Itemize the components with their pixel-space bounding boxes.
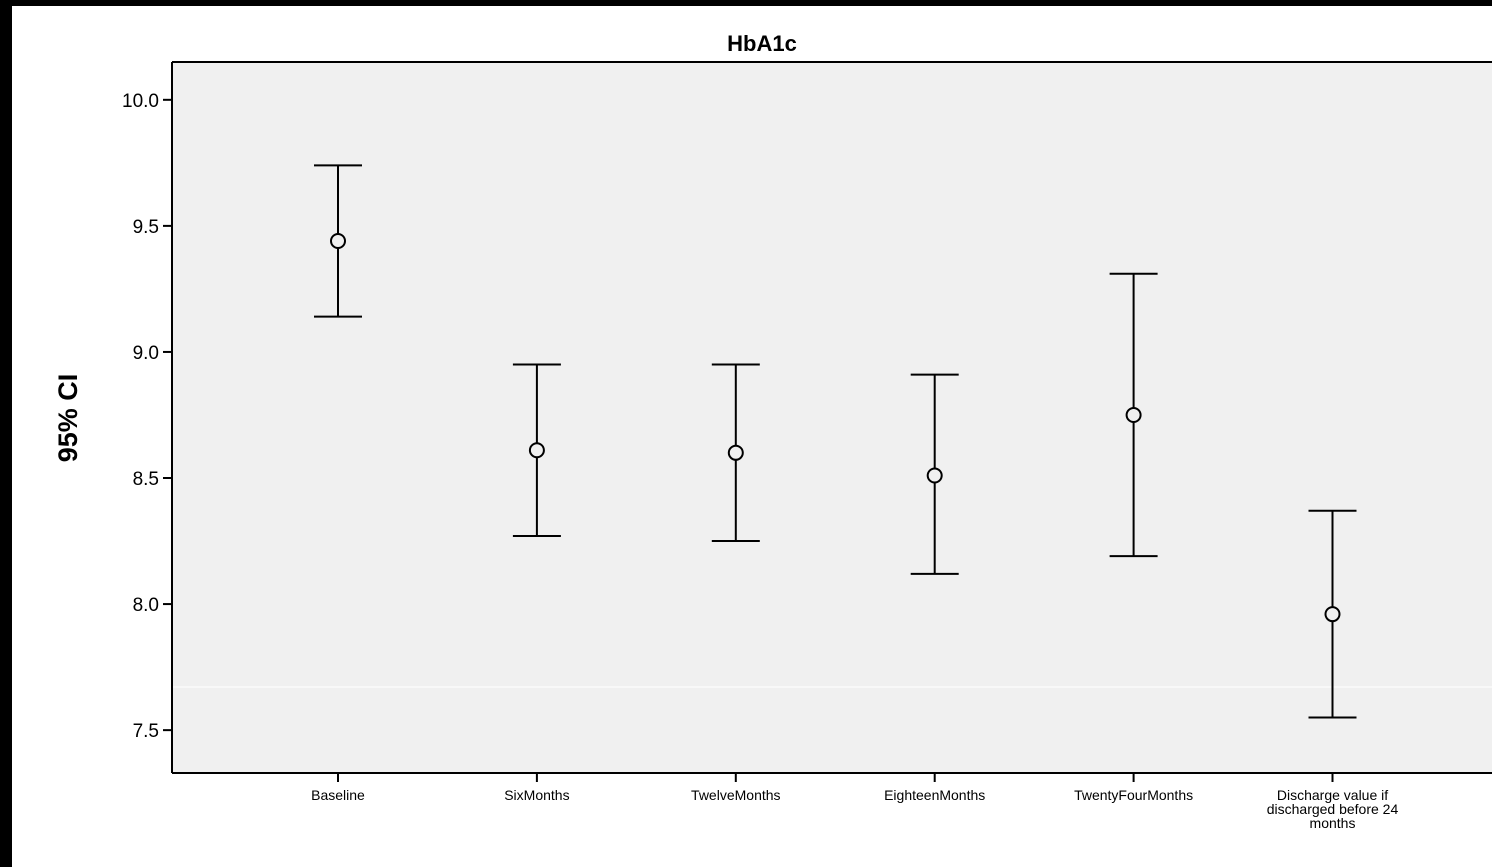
x-tick-label-line: Baseline — [311, 787, 365, 803]
y-tick-label: 8.0 — [133, 595, 159, 616]
x-tick-label: Discharge value if discharged before 24 mo… — [1267, 787, 1399, 831]
errorbar-chart: HbA1c 95% CI 7.5 8.0 8.5 9.0 9.5 10.0 Baseline Si… — [53, 31, 1492, 831]
chart-frame: HbA1c 95% CI 7.5 8.0 8.5 9.0 9.5 10.0 Baseline Si… — [12, 6, 1492, 867]
x-tick-label-line: TwentyFourMonths — [1074, 787, 1193, 803]
mean-point — [926, 467, 943, 484]
chart-title: HbA1c — [727, 31, 797, 56]
x-tick-label-line: Discharge value if — [1277, 787, 1388, 803]
y-tick-label: 9.0 — [133, 343, 159, 364]
x-tick-label: TwelveMonths — [691, 787, 780, 803]
y-axis-label: 95% CI — [53, 374, 83, 463]
mean-point — [330, 233, 346, 250]
x-tick-label: Baseline — [311, 787, 365, 803]
x-tick-label-line: TwelveMonths — [691, 787, 780, 803]
x-tick-label-line: EighteenMonths — [884, 787, 985, 803]
x-tick-label: EighteenMonths — [884, 787, 985, 803]
mean-point — [1324, 606, 1341, 623]
x-tick-label-line: discharged before 24 — [1267, 801, 1399, 817]
y-tick-label: 9.5 — [133, 217, 159, 238]
y-tick-label: 10.0 — [122, 91, 159, 112]
mean-point — [528, 442, 545, 459]
mean-point — [1125, 406, 1142, 423]
mean-point — [727, 444, 744, 461]
plot-area — [172, 62, 1492, 773]
x-tick-label: SixMonths — [504, 787, 569, 803]
x-tick-label-line: months — [1310, 815, 1356, 831]
y-tick-label: 7.5 — [133, 721, 159, 742]
y-tick-label: 8.5 — [133, 469, 159, 490]
x-tick-label: TwentyFourMonths — [1074, 787, 1193, 803]
x-tick-label-line: SixMonths — [504, 787, 569, 803]
